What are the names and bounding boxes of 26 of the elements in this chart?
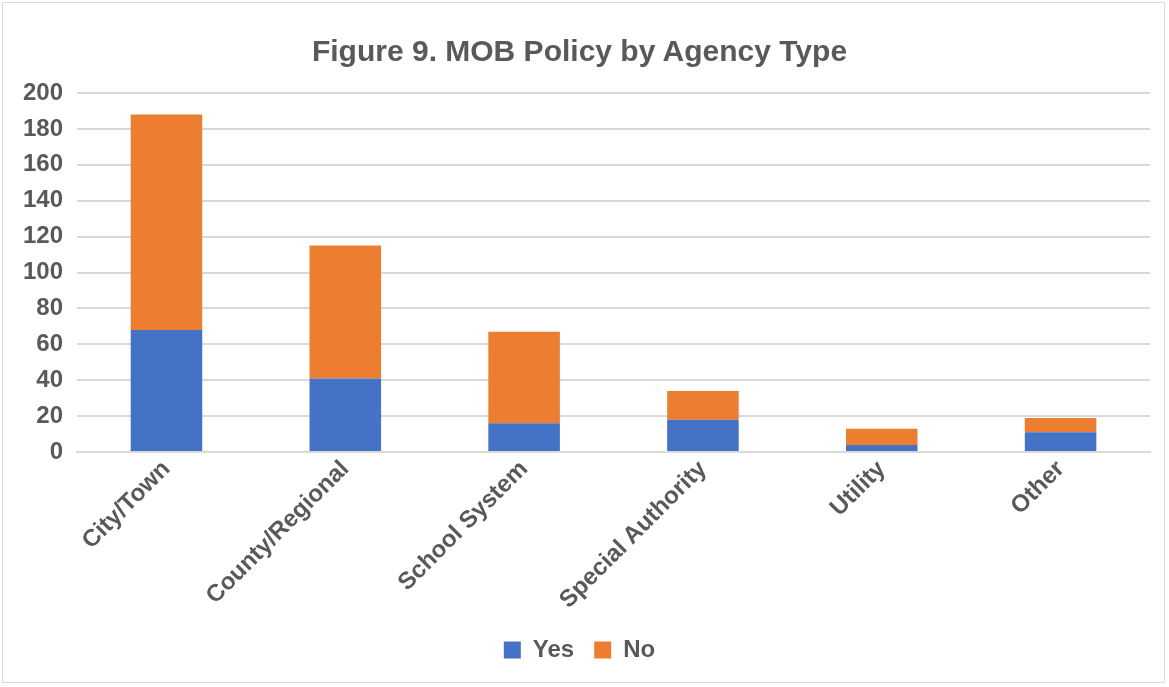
y-tick-label: 180 — [23, 113, 64, 141]
y-tick-label: 140 — [23, 185, 64, 213]
bar — [667, 391, 739, 420]
y-tick-label: 200 — [23, 77, 64, 105]
y-tick-label: 60 — [36, 328, 64, 356]
bar — [1024, 417, 1097, 433]
y-tick-label: 160 — [23, 149, 64, 177]
bar — [488, 331, 560, 424]
bar — [1024, 432, 1097, 452]
bar — [488, 423, 560, 452]
bar — [309, 378, 382, 452]
bar — [846, 428, 918, 445]
y-tick-label: 20 — [36, 400, 64, 428]
bar — [130, 114, 203, 330]
y-tick-label: 120 — [23, 221, 64, 249]
bar — [667, 419, 739, 452]
bar — [846, 444, 918, 452]
bar — [130, 329, 203, 452]
y-tick-label: 80 — [36, 293, 64, 321]
y-tick-label: 0 — [49, 436, 64, 464]
legend-label: Yes — [532, 634, 575, 662]
legend-label: No — [623, 634, 656, 662]
bar — [309, 245, 382, 379]
y-tick-label: 40 — [36, 364, 64, 392]
y-tick-label: 100 — [23, 257, 64, 285]
chart-title: Figure 9. MOB Policy by Agency Type — [311, 34, 848, 68]
